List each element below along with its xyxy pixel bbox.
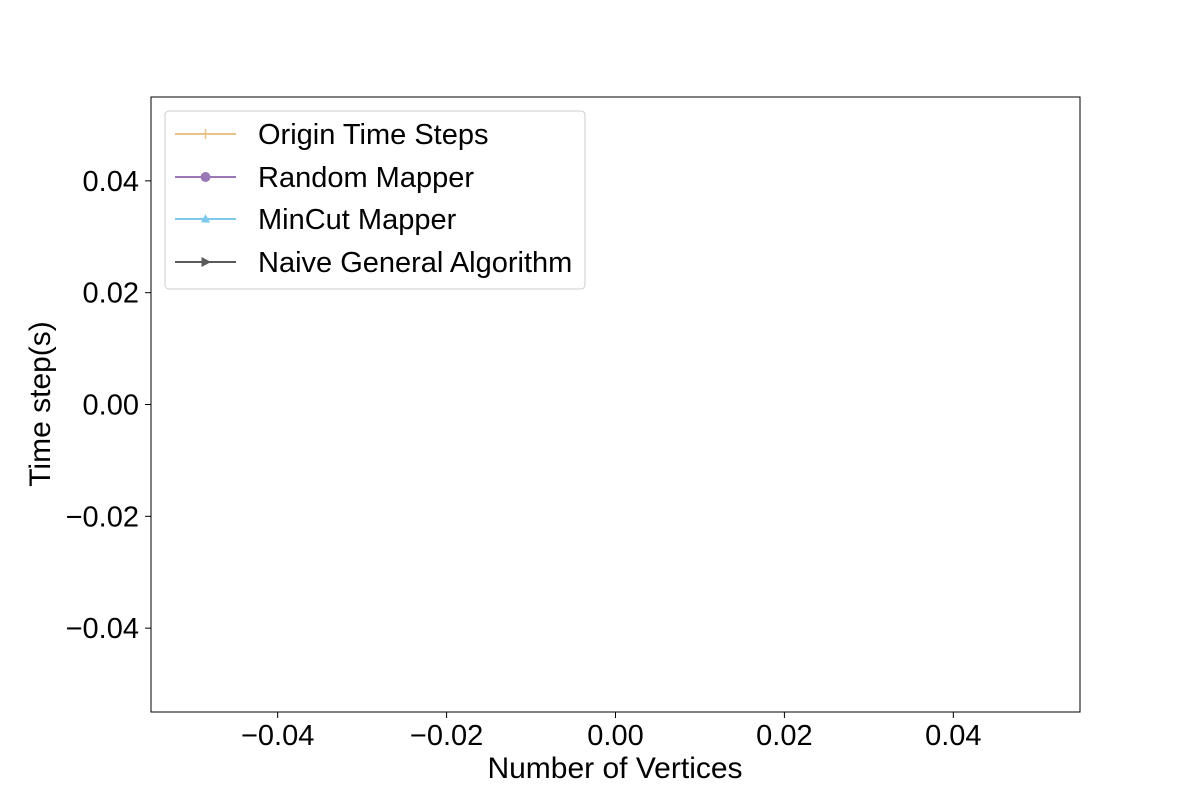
y-tick-label: 0.04 [83,166,139,198]
legend-marker [201,129,210,139]
x-axis-label: Number of Vertices [487,752,742,785]
legend-entry-label: Origin Time Steps [258,119,488,151]
legend-entry-label: MinCut Mapper [258,204,457,236]
y-axis-ticks: 0.04 0.02 0.00 −0.02 −0.04 [66,166,151,645]
legend-entry-label: Naive General Algorithm [258,247,572,279]
legend-entry-label: Random Mapper [258,162,474,194]
y-tick-label: −0.04 [66,613,139,645]
x-tick-label: 0.04 [925,720,981,752]
x-tick-label: 0.02 [756,720,812,752]
legend-marker [200,172,211,182]
y-tick-label: 0.00 [83,390,139,422]
legend: Origin Time Steps Random Mapper MinCut Map… [164,110,586,290]
x-tick-label: −0.02 [410,720,483,752]
y-axis-label: Time step(s) [24,321,57,487]
legend-marker [201,214,210,223]
y-tick-label: 0.02 [83,278,139,310]
x-tick-label: −0.04 [241,720,314,752]
legend-frame [164,110,586,290]
y-tick-label: −0.02 [66,501,139,533]
x-tick-label: 0.00 [587,720,643,752]
x-axis-ticks: −0.04 −0.02 0.00 0.02 0.04 [241,712,982,752]
legend-marker [201,257,211,267]
